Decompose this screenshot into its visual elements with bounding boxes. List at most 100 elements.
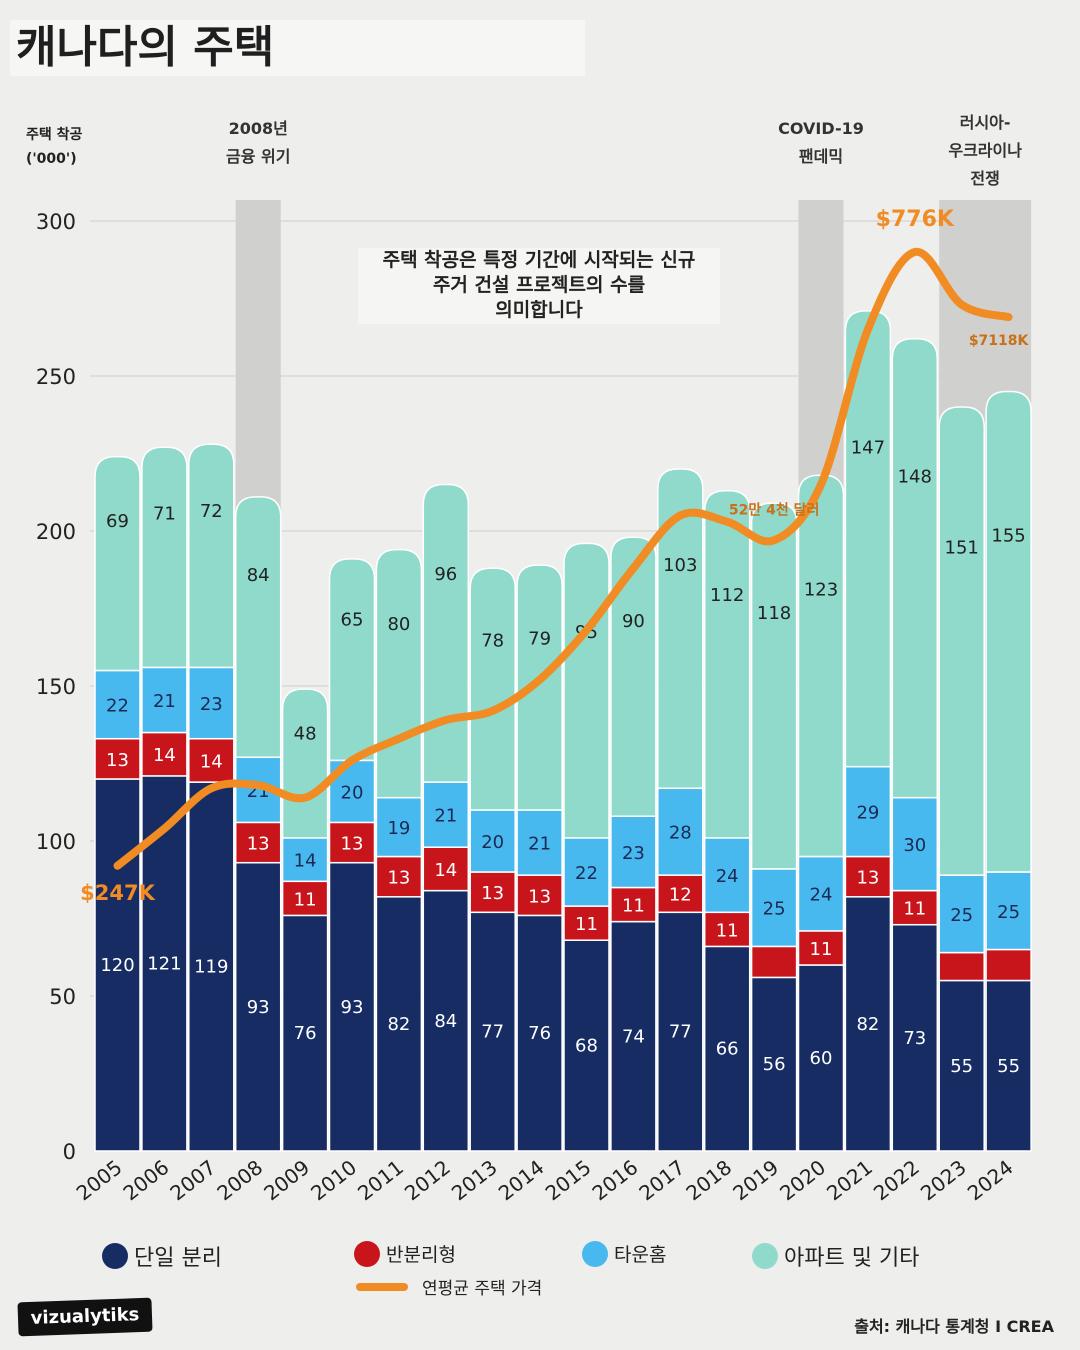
x-tick-2017: 2017 <box>634 1155 689 1205</box>
legend-town: 타운홈 <box>582 1240 666 1267</box>
bar-apt-2013 <box>469 567 516 811</box>
bar-semi-2015 <box>563 905 610 941</box>
bar-town-2020 <box>797 855 845 932</box>
bar-label-town-2015: 22 <box>575 863 598 884</box>
bar-label-town-2007: 23 <box>200 694 223 715</box>
bar-label-town-2014: 21 <box>528 834 551 855</box>
bar-label-single-2021: 82 <box>856 1014 879 1035</box>
bar-label-single-2012: 84 <box>434 1011 457 1032</box>
bar-label-apt-2012: 96 <box>434 564 457 585</box>
bar-single-2017 <box>657 911 704 1152</box>
bar-semi-2005 <box>94 737 141 780</box>
bar-label-town-2006: 21 <box>153 691 176 712</box>
bar-label-semi-2017: 12 <box>669 885 692 906</box>
legend-price-swatch <box>356 1282 408 1291</box>
bar-apt-2012 <box>422 483 470 783</box>
bar-label-semi-2007: 14 <box>200 751 223 772</box>
price-label-17: $776K <box>876 207 955 232</box>
event-label-2-2: 전쟁 <box>970 169 999 188</box>
bar-semi-2017 <box>657 874 704 914</box>
bar-single-2022 <box>891 923 939 1152</box>
bar-apt-2021 <box>844 310 892 768</box>
bar-label-town-2009: 14 <box>294 851 317 872</box>
bar-semi-2013 <box>469 871 516 914</box>
bar-town-2016 <box>610 815 657 889</box>
bar-label-town-2021: 29 <box>856 803 879 824</box>
bar-single-2016 <box>610 920 657 1152</box>
bar-label-apt-2016: 90 <box>622 611 645 632</box>
bar-apt-2019 <box>750 502 798 870</box>
bar-label-semi-2016: 11 <box>622 896 645 917</box>
bar-label-apt-2009: 48 <box>294 724 317 745</box>
bar-single-2015 <box>563 939 610 1152</box>
x-tick-2024: 2024 <box>963 1155 1018 1205</box>
bar-label-single-2006: 121 <box>147 953 181 974</box>
bar-label-semi-2021: 13 <box>856 868 879 889</box>
legend-apt-label: 아파트 및 기타 <box>784 1246 920 1271</box>
x-tick-2005: 2005 <box>72 1155 127 1205</box>
bar-label-apt-2007: 72 <box>200 501 223 522</box>
bar-label-town-2016: 23 <box>622 843 645 864</box>
bar-label-single-2005: 120 <box>100 955 134 976</box>
bar-semi-2006 <box>141 731 188 777</box>
bar-label-single-2018: 66 <box>716 1039 739 1060</box>
y-axis-label-1: ('000') <box>26 151 77 167</box>
bar-label-single-2011: 82 <box>387 1014 410 1035</box>
bar-label-apt-2021: 147 <box>851 438 885 459</box>
bar-label-town-2011: 19 <box>387 818 410 839</box>
bar-label-town-2005: 22 <box>106 696 129 717</box>
bar-label-town-2023: 25 <box>950 905 973 926</box>
legend-price-label: 연평균 주택 가격 <box>422 1279 543 1299</box>
bar-apt-2008 <box>234 496 282 759</box>
bar-apt-2022 <box>891 338 939 799</box>
legend-town-label: 타운홈 <box>614 1244 667 1266</box>
bar-town-2009 <box>281 837 329 883</box>
price-label-0: $247K <box>80 881 155 905</box>
bar-label-single-2008: 93 <box>247 997 270 1018</box>
bar-label-semi-2005: 13 <box>106 750 129 771</box>
y-tick-150: 150 <box>36 675 76 699</box>
bar-label-apt-2017: 103 <box>663 555 697 576</box>
bar-label-semi-2009: 11 <box>294 889 317 910</box>
bar-town-2011 <box>375 796 423 858</box>
bar-apt-2024 <box>985 390 1032 873</box>
bar-label-town-2018: 24 <box>716 866 739 887</box>
bar-town-2024 <box>985 871 1032 951</box>
bar-semi-2022 <box>891 889 939 926</box>
bar-label-town-2019: 25 <box>763 899 786 920</box>
legend-semi-swatch <box>354 1240 380 1267</box>
x-tick-2011: 2011 <box>353 1155 408 1205</box>
bar-label-semi-2013: 13 <box>481 883 504 904</box>
bar-label-town-2022: 30 <box>903 835 926 856</box>
bar-apt-2016 <box>610 536 657 817</box>
bar-semi-2016 <box>610 886 657 923</box>
bar-single-2007 <box>188 781 235 1152</box>
x-tick-2008: 2008 <box>212 1155 267 1205</box>
legend-single-swatch <box>102 1243 128 1269</box>
x-tick-2016: 2016 <box>588 1155 643 1205</box>
bar-apt-2023 <box>938 406 985 876</box>
bar-label-single-2007: 119 <box>194 957 228 978</box>
bar-single-2008 <box>234 861 282 1152</box>
bar-semi-2021 <box>844 855 892 898</box>
bar-label-apt-2008: 84 <box>247 565 270 586</box>
x-tick-2022: 2022 <box>869 1155 924 1205</box>
note-line-3: 의미합니다 <box>495 299 583 321</box>
bar-label-town-2013: 20 <box>481 832 504 853</box>
note-line-1: 주택 착공은 특정 기간에 시작되는 신규 <box>382 249 696 271</box>
x-tick-2021: 2021 <box>822 1155 877 1205</box>
bar-semi-2023 <box>938 951 985 982</box>
x-tick-2013: 2013 <box>447 1155 502 1205</box>
bar-label-apt-2010: 65 <box>341 609 364 630</box>
legend-single-label: 단일 분리 <box>134 1246 222 1271</box>
legend-apt: 아파트 및 기타 <box>752 1240 919 1272</box>
bar-town-2022 <box>891 796 939 892</box>
bar-label-apt-2005: 69 <box>106 511 129 532</box>
bar-town-2018 <box>703 837 751 914</box>
y-tick-250: 250 <box>36 365 76 389</box>
bar-label-semi-2008: 13 <box>247 834 270 855</box>
bar-town-2013 <box>469 809 516 873</box>
y-tick-300: 300 <box>36 210 76 234</box>
bar-semi-2010 <box>328 821 376 864</box>
bar-label-apt-2018: 112 <box>710 585 744 606</box>
